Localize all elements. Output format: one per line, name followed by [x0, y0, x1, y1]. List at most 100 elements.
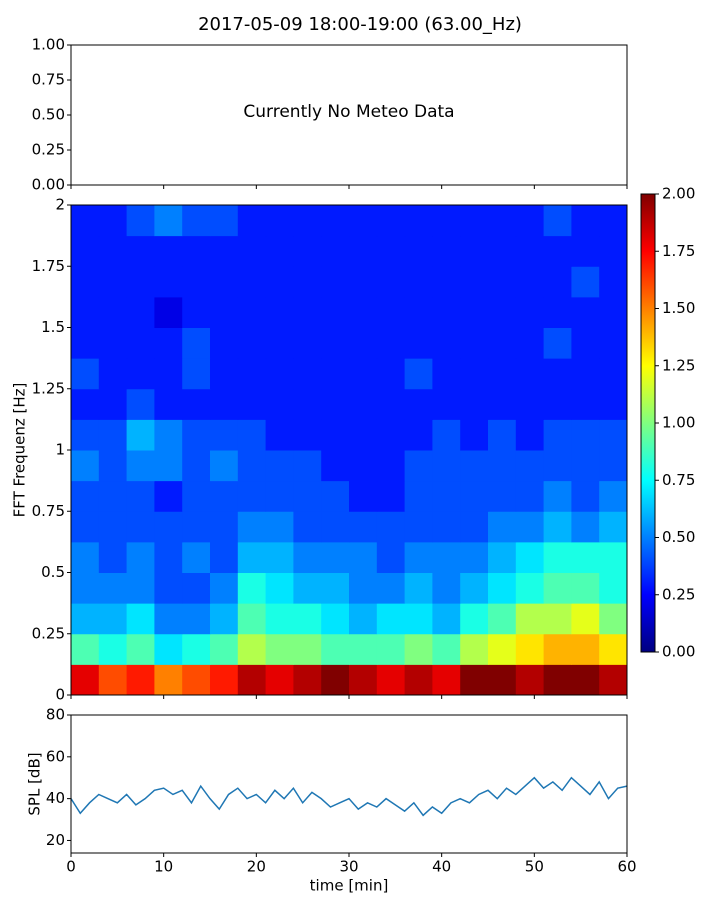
heatmap-cell	[237, 205, 267, 237]
heatmap-cell	[154, 450, 183, 482]
heatmap-cell	[154, 572, 183, 604]
heatmap-cell	[71, 358, 100, 390]
heatmap-cell	[460, 205, 489, 237]
heatmap-cell	[488, 205, 517, 237]
heatmap-cell	[571, 266, 600, 298]
heatmap-cell	[404, 633, 433, 665]
heatmap-cell	[265, 603, 294, 635]
heatmap-cell	[98, 419, 128, 451]
heatmap-cell	[599, 664, 628, 696]
heatmap-cell	[321, 480, 350, 512]
heatmap-cell	[404, 480, 433, 512]
heatmap-cell	[182, 664, 211, 696]
heatmap-cell	[321, 296, 350, 328]
heatmap-cell	[432, 603, 461, 635]
heatmap-cell	[543, 419, 572, 451]
heatmap-cell	[599, 205, 628, 237]
heatmap-cell	[237, 450, 267, 482]
y-tick-label: 2	[55, 196, 65, 214]
heatmap-cell	[543, 511, 572, 543]
heatmap-cell	[376, 633, 406, 665]
heatmap-cell	[126, 664, 155, 696]
heatmap-cell	[432, 450, 461, 482]
heatmap-cell	[126, 419, 155, 451]
heatmap-cell	[571, 327, 600, 359]
heatmap-cell	[376, 235, 406, 267]
heatmap-cell	[154, 266, 183, 298]
heatmap-cell	[488, 480, 517, 512]
heatmap-cell	[488, 572, 517, 604]
y-tick-label: 1.5	[41, 318, 65, 336]
heatmap-cell	[376, 511, 406, 543]
x-tick-label: 60	[617, 858, 636, 876]
heatmap-cell	[126, 633, 155, 665]
heatmap-cell	[599, 235, 628, 267]
heatmap-cell	[432, 235, 461, 267]
y-tick-label: 0	[55, 686, 65, 704]
heatmap-cell	[182, 450, 211, 482]
heatmap-cell	[71, 266, 100, 298]
heatmap-cell	[599, 419, 628, 451]
heatmap-cell	[265, 511, 294, 543]
heatmap-cell	[237, 388, 267, 420]
heatmap-cell	[321, 266, 350, 298]
heatmap-cell	[265, 205, 294, 237]
heatmap-cell	[460, 266, 489, 298]
heatmap-cell	[98, 266, 128, 298]
heatmap-cell	[599, 266, 628, 298]
heatmap-cell	[182, 388, 211, 420]
heatmap-cell	[460, 633, 489, 665]
heatmap-cell	[349, 266, 378, 298]
heatmap-cell	[237, 664, 267, 696]
heatmap-cell	[71, 603, 100, 635]
heatmap-cell	[210, 511, 239, 543]
heatmap-cell	[404, 266, 433, 298]
y-tick-label: 80	[46, 706, 65, 724]
heatmap-cell	[543, 572, 572, 604]
heatmap-cell	[210, 480, 239, 512]
heatmap-cell	[154, 296, 183, 328]
heatmap-cell	[432, 633, 461, 665]
heatmap-cell	[571, 664, 600, 696]
heatmap-cell	[515, 419, 545, 451]
heatmap-cell	[182, 480, 211, 512]
x-tick-label: 0	[66, 858, 76, 876]
heatmap-cell	[154, 603, 183, 635]
heatmap-cell	[98, 633, 128, 665]
heatmap-cell	[154, 511, 183, 543]
heatmap-cell	[349, 388, 378, 420]
heatmap-cell	[349, 296, 378, 328]
heatmap-cell	[71, 296, 100, 328]
heatmap-cell	[488, 633, 517, 665]
heatmap-cell	[515, 388, 545, 420]
heatmap-cell	[460, 541, 489, 573]
heatmap-cell	[237, 235, 267, 267]
y-tick-label: 0.75	[32, 71, 65, 89]
heatmap-cell	[432, 572, 461, 604]
heatmap-cell	[349, 327, 378, 359]
heatmap-cell	[349, 633, 378, 665]
heatmap-cell	[432, 358, 461, 390]
heatmap-cell	[237, 572, 267, 604]
heatmap-cell	[182, 205, 211, 237]
heatmap-cell	[126, 603, 155, 635]
heatmap-cell	[321, 633, 350, 665]
heatmap-cell	[210, 205, 239, 237]
heatmap-cell	[98, 205, 128, 237]
heatmap-cell	[182, 511, 211, 543]
heatmap-cell	[515, 450, 545, 482]
heatmap-cell	[126, 358, 155, 390]
heatmap-cell	[182, 572, 211, 604]
heatmap-cell	[71, 205, 100, 237]
y-tick-label: 1.25	[32, 379, 65, 397]
heatmap-cell	[126, 511, 155, 543]
heatmap-cell	[154, 664, 183, 696]
heatmap-cell	[349, 572, 378, 604]
heatmap-cell	[460, 327, 489, 359]
heatmap-cell	[543, 296, 572, 328]
heatmap-cell	[571, 358, 600, 390]
heatmap-cell	[126, 388, 155, 420]
heatmap-cell	[98, 327, 128, 359]
heatmap-cell	[488, 541, 517, 573]
